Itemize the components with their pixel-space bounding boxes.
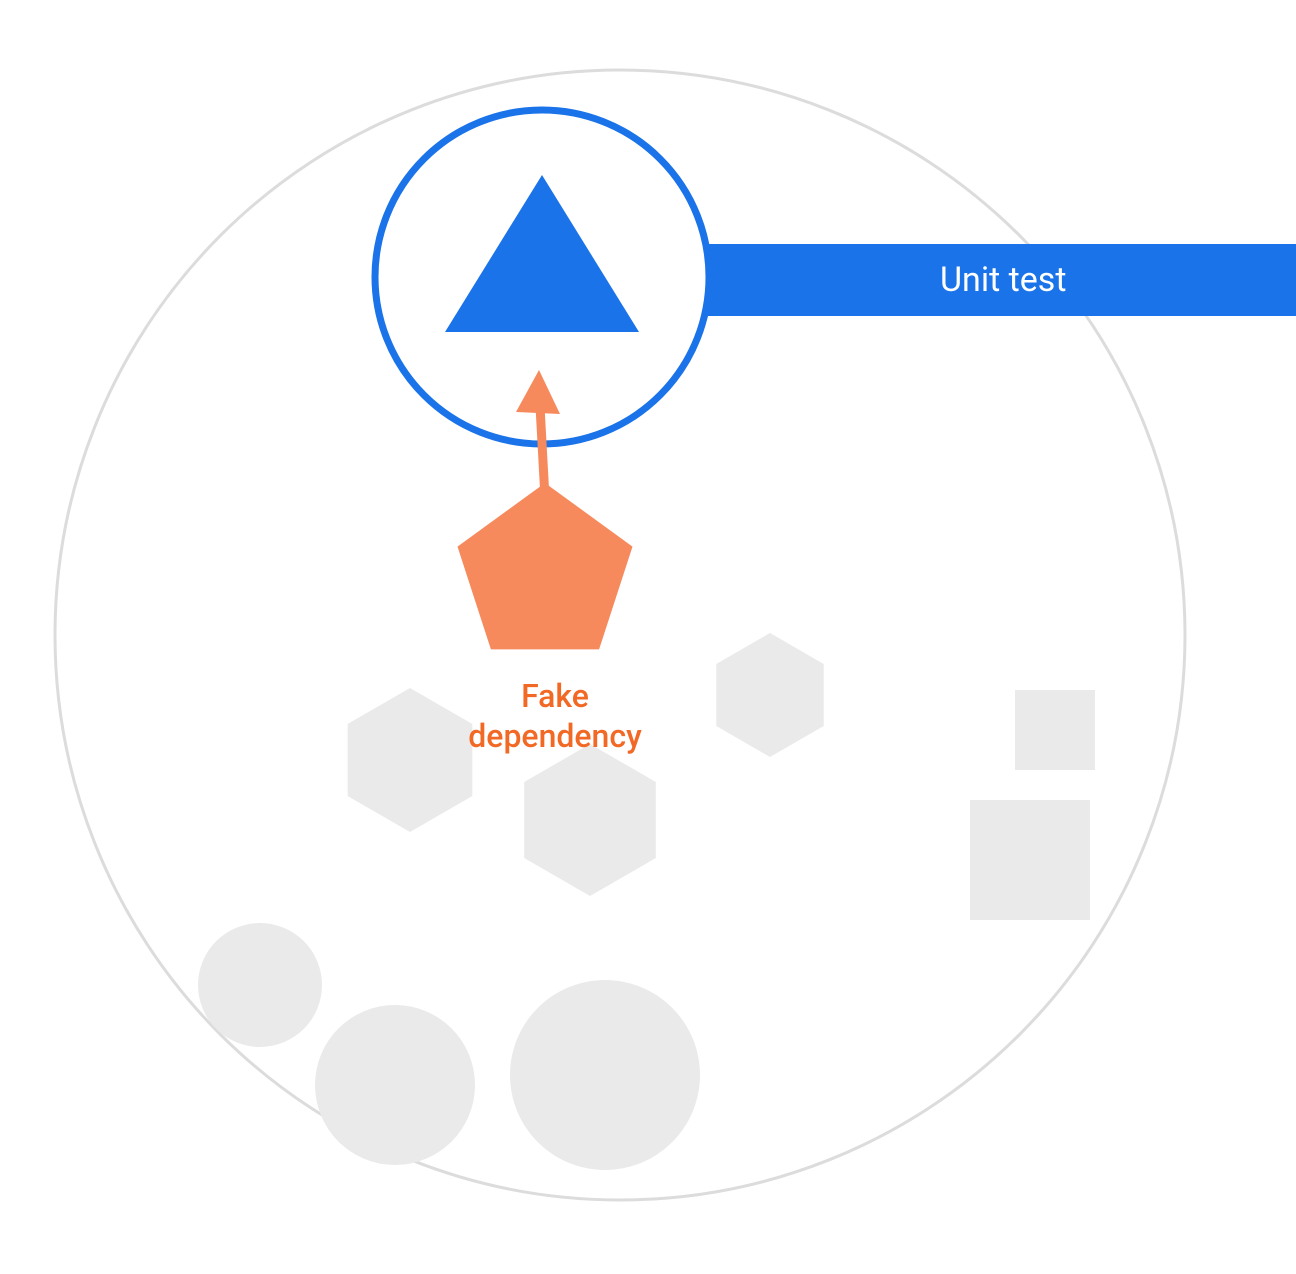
bg-square-1 (970, 800, 1090, 920)
unit-test-diagram (0, 0, 1296, 1270)
bg-square-0 (1015, 690, 1095, 770)
unit-test-label: Unit test (940, 260, 1066, 300)
bg-circle-2 (510, 980, 700, 1170)
fake-dependency-icon (458, 483, 633, 649)
diagram-svg (0, 0, 1296, 1270)
bg-hexagon-0 (348, 688, 473, 832)
fake-dependency-label-line1: Fake (455, 676, 655, 716)
bg-hexagon-2 (716, 633, 823, 757)
bg-hexagon-1 (524, 744, 656, 896)
unit-test-banner: Unit test (700, 244, 1296, 316)
bg-circle-0 (198, 923, 322, 1047)
bg-circle-1 (315, 1005, 475, 1165)
fake-dependency-label-line2: dependency (455, 716, 655, 756)
fake-dependency-label: Fake dependency (455, 676, 655, 756)
